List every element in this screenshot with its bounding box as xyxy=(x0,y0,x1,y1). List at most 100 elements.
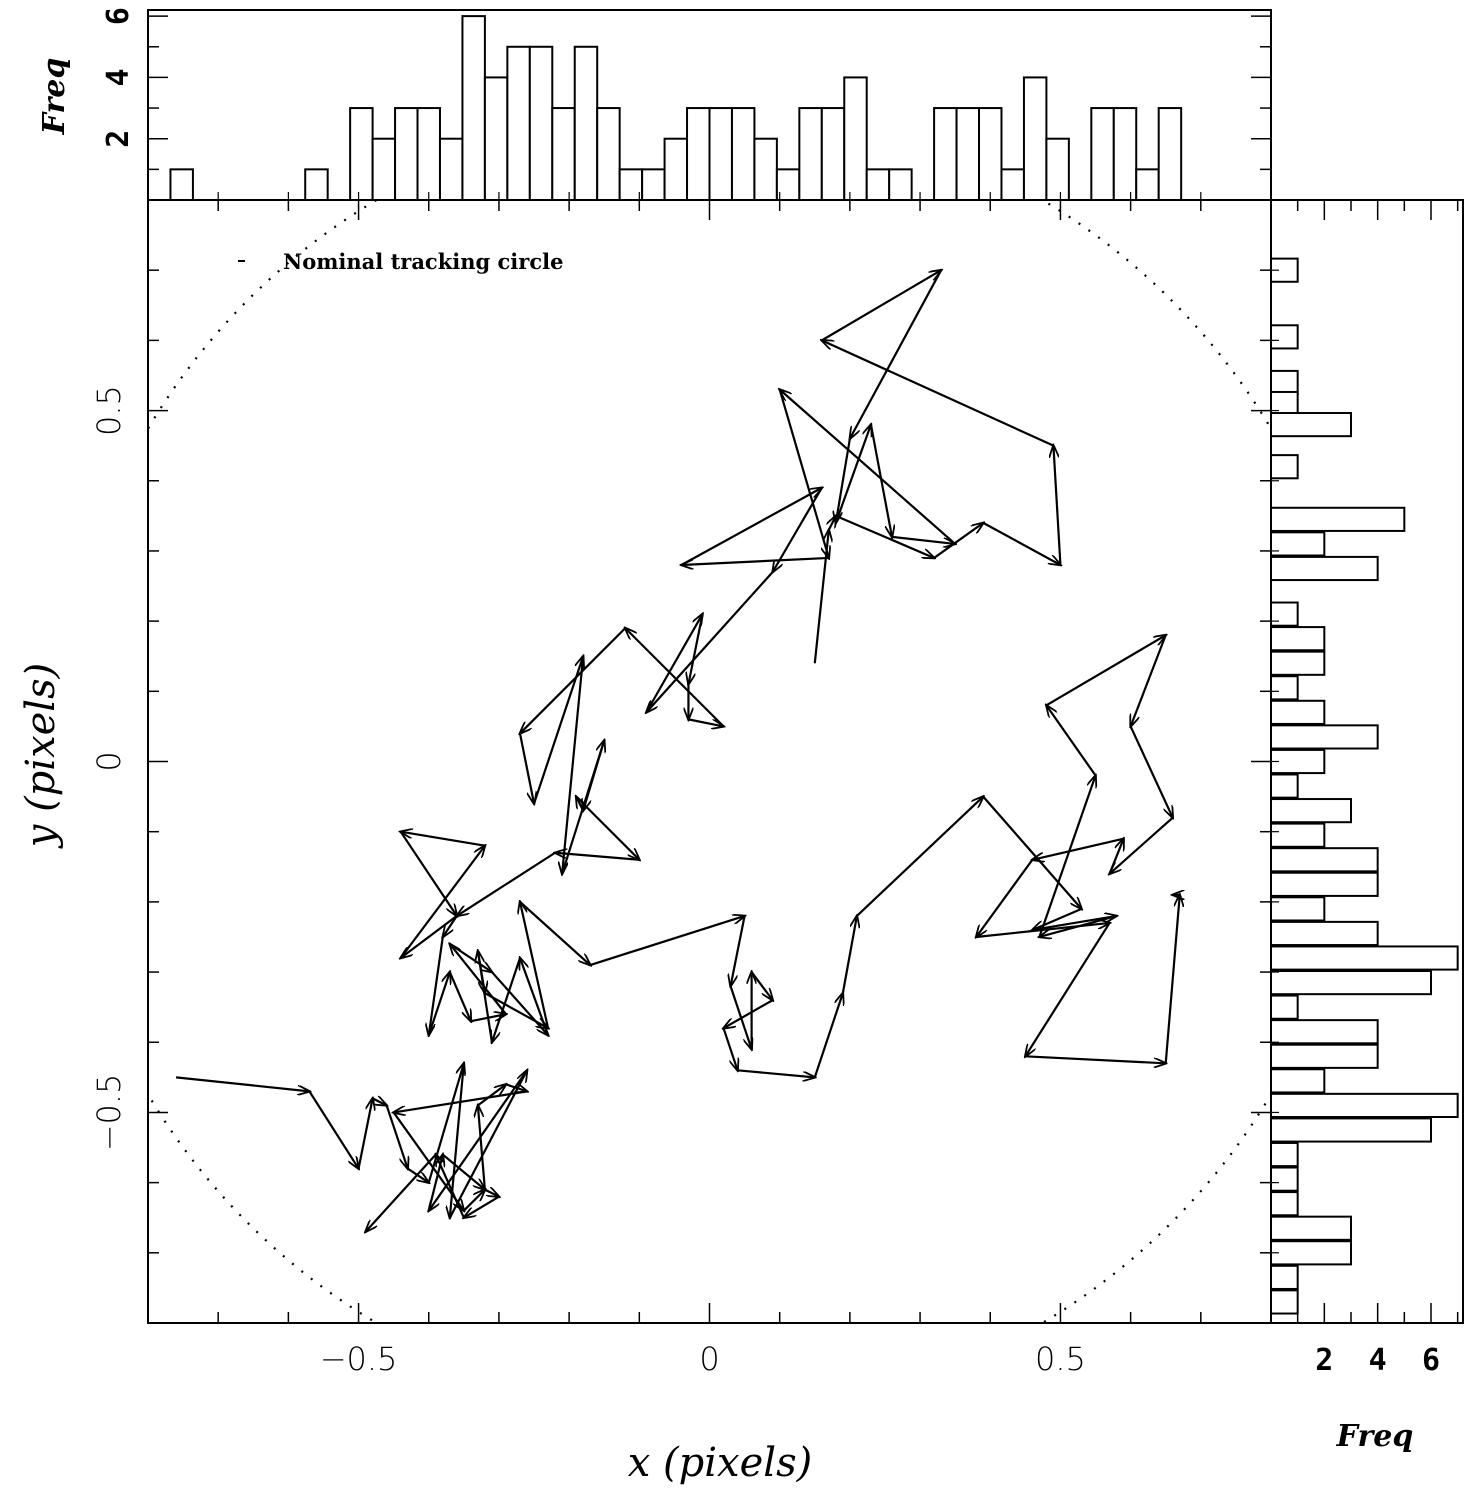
histogram-bar-x xyxy=(169,168,194,202)
path-step-arrow xyxy=(429,936,444,1035)
path-step-arrow xyxy=(449,943,492,972)
x-axis-title: x (pixels) xyxy=(628,1440,812,1486)
histogram-bar-y xyxy=(1270,1264,1299,1290)
path-step-arrow xyxy=(976,859,1034,937)
path-step-arrow xyxy=(891,535,955,544)
histogram-bar-y xyxy=(1270,412,1352,438)
path-step-arrow xyxy=(484,1190,499,1197)
histogram-bar-y xyxy=(1270,822,1326,848)
path-step-arrow xyxy=(519,901,590,965)
path-step-arrow xyxy=(841,916,857,994)
path-step-arrow xyxy=(850,269,943,438)
path-step-arrow xyxy=(492,957,522,1042)
path-step-arrow xyxy=(1025,1055,1165,1063)
path-step-arrow xyxy=(778,389,829,558)
path-step-arrow xyxy=(821,270,941,342)
histogram-bar-x xyxy=(730,107,756,201)
path-step-arrow xyxy=(625,628,725,728)
histogram-bar-y xyxy=(1270,970,1432,996)
histogram-bar-x xyxy=(416,107,441,201)
path-step-arrow xyxy=(385,1105,408,1168)
histogram-bar-y xyxy=(1270,675,1299,701)
path-step-arrow xyxy=(505,1084,527,1091)
path-step-arrow xyxy=(399,846,485,959)
histogram-bar-x xyxy=(865,168,891,202)
path-step-arrow xyxy=(175,1076,309,1091)
path-step-arrow xyxy=(562,656,585,874)
path-step-arrow xyxy=(448,1070,527,1219)
histogram-bar-x xyxy=(506,45,531,201)
path-step-arrow xyxy=(372,1098,387,1105)
path-step-arrow xyxy=(688,718,723,726)
path-step-arrow xyxy=(1025,922,1111,1056)
path-step-arrow xyxy=(829,516,836,531)
path-step-arrow xyxy=(681,556,829,565)
histogram-bar-y xyxy=(1270,531,1326,557)
right-histogram-xlabel: Freq xyxy=(1336,1419,1414,1454)
histogram-bar-x xyxy=(1135,168,1160,202)
histogram-bar-y xyxy=(1270,1191,1299,1217)
histogram-bar-x xyxy=(1112,107,1138,201)
path-step-arrow xyxy=(401,832,486,847)
histogram-bar-x xyxy=(596,107,621,201)
histogram-bar-y xyxy=(1270,454,1299,480)
histogram-bar-x xyxy=(438,137,464,201)
y-tick-label: 0 xyxy=(90,751,128,771)
path-step-arrow xyxy=(835,514,934,558)
path-step-arrow xyxy=(813,993,843,1078)
nominal-tracking-circle xyxy=(148,200,1271,1323)
histogram-bar-x xyxy=(1157,107,1183,201)
pointing-path xyxy=(175,269,1180,1232)
right-hist-tick-label: 4 xyxy=(1369,1343,1387,1378)
path-step-arrow xyxy=(357,1098,373,1169)
x-tick-label: −0.5 xyxy=(320,1340,398,1378)
histogram-bar-x xyxy=(686,107,711,201)
histogram-bar-x xyxy=(820,107,846,201)
main-plot-frame xyxy=(147,199,1272,1324)
histogram-bar-x xyxy=(551,107,576,201)
path-step-arrow xyxy=(518,733,534,803)
path-step-arrow xyxy=(722,1027,738,1070)
path-step-arrow xyxy=(780,390,956,545)
path-step-arrow xyxy=(731,915,746,986)
histogram-bar-x xyxy=(978,107,1003,201)
path-step-arrow xyxy=(680,488,821,566)
path-step-arrow xyxy=(1131,634,1167,726)
histogram-bar-x xyxy=(1022,76,1048,201)
histogram-bar-y xyxy=(1270,601,1299,627)
histogram-bar-y xyxy=(1270,1068,1326,1094)
path-step-arrow xyxy=(982,521,1060,565)
histogram-bar-y xyxy=(1270,1043,1379,1069)
tick-labels: −0.5 0 0.5 −0.5 0 0.5 xyxy=(90,385,1086,1378)
tracking-circle-arc xyxy=(148,200,1271,1323)
path-step-arrow xyxy=(836,438,851,523)
path-step-arrow xyxy=(575,795,639,860)
path-step-arrow xyxy=(463,1190,485,1212)
histogram-bar-y xyxy=(1270,390,1299,417)
histogram-bar-y xyxy=(1270,1019,1379,1045)
histogram-bar-y xyxy=(1270,896,1326,922)
path-step-arrow xyxy=(477,1084,506,1107)
path-step-arrow xyxy=(869,424,892,537)
y-tick-label: −0.5 xyxy=(90,1074,128,1152)
path-step-arrow xyxy=(478,1105,486,1190)
histogram-bar-x xyxy=(1045,137,1070,201)
y-axis-title: y (pixels) xyxy=(18,663,64,849)
path-step-arrow xyxy=(308,1090,358,1168)
histogram-bar-x xyxy=(663,137,689,201)
path-step-arrow xyxy=(464,1195,500,1218)
histogram-bar-y xyxy=(1270,650,1326,676)
top-histogram: 2 4 6 xyxy=(101,7,1272,202)
histogram-bar-y xyxy=(1270,506,1406,532)
histogram-bar-x xyxy=(528,45,554,201)
path-step-arrow xyxy=(1038,776,1095,938)
path-step-arrow xyxy=(491,971,548,1035)
path-step-arrow xyxy=(476,950,485,993)
right-hist-tick-label: 2 xyxy=(1315,1343,1333,1378)
histogram-bar-y xyxy=(1270,871,1379,897)
histogram-bar-y xyxy=(1270,724,1379,750)
path-step-arrow xyxy=(646,571,774,712)
histogram-bar-y xyxy=(1270,555,1379,582)
top-hist-tick-label: 6 xyxy=(101,7,136,25)
